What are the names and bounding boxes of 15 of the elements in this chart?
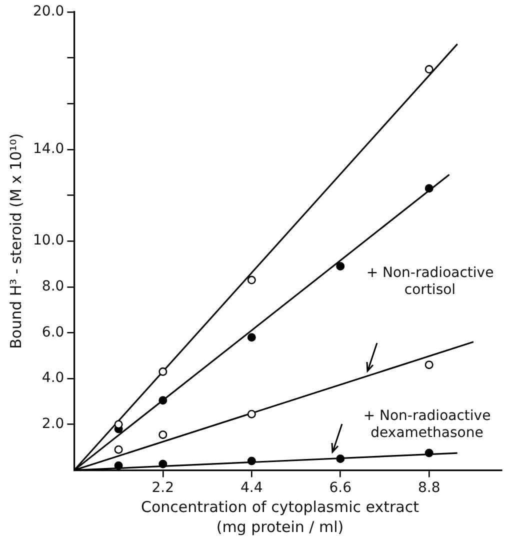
x-tick-label: 4.4: [240, 480, 263, 496]
y-tick-label: 6.0: [42, 324, 64, 340]
y-tick-label: 10.0: [33, 232, 64, 249]
y-tick-label: 20.0: [33, 4, 64, 20]
x-axis-title: Concentration of cytoplasmic extract (mg protein / ml): [140, 497, 420, 537]
x-tick-label: 6.6: [329, 480, 352, 496]
y-tick-label: 2.0: [42, 416, 64, 432]
annotation: + Non-radioactive dexamethasone: [362, 408, 492, 442]
y-tick-label: 14.0: [33, 141, 64, 158]
y-tick-label: 4.0: [42, 370, 64, 386]
x-tick-label: 8.8: [418, 480, 440, 496]
x-tick-label: 2.2: [152, 480, 174, 496]
y-axis-title: Bound H³ - steroid (M x 10¹⁰): [6, 133, 25, 349]
annotation: + Non-radioactive cortisol: [365, 265, 495, 299]
y-tick-label: 8.0: [42, 278, 64, 295]
